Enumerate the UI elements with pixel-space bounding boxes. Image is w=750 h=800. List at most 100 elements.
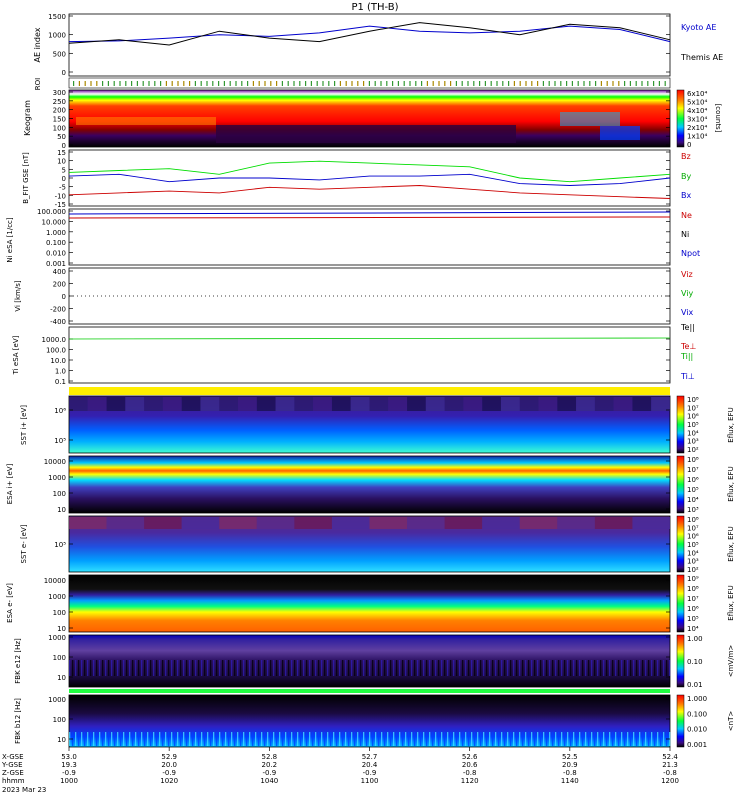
fbk-e-stripe <box>552 660 554 676</box>
fbk-b-stripe <box>663 732 665 746</box>
roi-mark <box>415 81 417 86</box>
roi-mark <box>154 81 156 86</box>
density-tick-label: 0.010 <box>46 250 66 258</box>
roi-mark <box>531 81 533 86</box>
fbk-b-stripe <box>348 732 350 746</box>
esa-ion-tick-label: 10 <box>57 506 66 514</box>
fbk-b-stripe <box>300 732 302 746</box>
fbk-e-stripe <box>87 660 89 676</box>
roi-mark <box>450 81 452 86</box>
fbk-b-stripe <box>168 732 170 746</box>
fbk-b-stripe <box>285 732 287 746</box>
fbk-b-stripe <box>612 732 614 746</box>
fbk-b-stripe <box>546 732 548 746</box>
fbk-b-stripe <box>333 732 335 746</box>
roi-mark <box>484 81 486 86</box>
temperature-tick-label: 0.1 <box>55 378 66 386</box>
fbk-e-stripe <box>303 660 305 676</box>
fbk-e-stripe <box>567 660 569 676</box>
sst-electron-block <box>69 517 107 529</box>
bfield-tick-label: -15 <box>55 201 66 209</box>
fbk-b-stripe <box>618 732 620 746</box>
fbk-e-stripe <box>78 660 80 676</box>
fbk-e-stripe <box>507 660 509 676</box>
x-col-x: 52.5 <box>562 753 578 761</box>
fbk-e-stripe <box>663 660 665 676</box>
fbk-e-stripe <box>69 660 71 676</box>
fbk-e-stripe <box>528 660 530 676</box>
fbk-e-cbar-tick: 0.01 <box>687 681 703 689</box>
yellow-strip <box>69 387 670 395</box>
fbk-b-stripe <box>156 732 158 746</box>
fbk-b-stripe <box>144 732 146 746</box>
fbk-b-stripe <box>474 732 476 746</box>
fbk-e-stripe <box>81 660 83 676</box>
fbk-b-stripe <box>327 732 329 746</box>
fbk-e-stripe <box>159 660 161 676</box>
fbk-e-stripe <box>426 660 428 676</box>
roi-mark <box>229 81 231 86</box>
roi-mark <box>206 81 208 86</box>
fbk-b-stripe <box>492 732 494 746</box>
fbk-b-stripe <box>336 732 338 746</box>
fbk-b-stripes <box>69 732 671 746</box>
sst-ion-yticks: 10⁶ 10⁵ <box>54 407 670 445</box>
ae-ylabel: AE index <box>33 27 42 62</box>
fbk-b-stripe <box>651 732 653 746</box>
fbk-e-stripe <box>492 660 494 676</box>
legend-ti-perp: Ti⊥ <box>680 372 695 381</box>
fbk-e-stripe <box>657 660 659 676</box>
fbk-b-stripe <box>654 732 656 746</box>
fbk-b-stripe <box>303 732 305 746</box>
fbk-b-stripe <box>366 732 368 746</box>
sst-electron-ylabel: SST e- [eV] <box>20 524 28 563</box>
fbk-e-stripe <box>645 660 647 676</box>
fbk-e-stripe <box>384 660 386 676</box>
sst-ion-block <box>576 397 595 411</box>
fbk-b-stripe <box>600 732 602 746</box>
fbk-e-stripe <box>498 660 500 676</box>
fbk-e-stripe <box>261 660 263 676</box>
fbk-b-stripe <box>510 732 512 746</box>
fbk-b-stripe <box>387 732 389 746</box>
legend-bx: Bx <box>681 191 691 200</box>
roi-mark <box>635 81 637 86</box>
fbk-e-tick-label: 100 <box>53 654 66 662</box>
roi-mark <box>612 81 614 86</box>
esa-ion-tick-label: 100 <box>53 490 66 498</box>
fbk-b-stripe <box>639 732 641 746</box>
fbk-b-stripe <box>132 732 134 746</box>
fbk-e-stripe <box>417 660 419 676</box>
fbk-e-stripe <box>126 660 128 676</box>
fbk-b-stripe <box>96 732 98 746</box>
fbk-b-stripe <box>141 732 143 746</box>
fbk-e-stripe <box>639 660 641 676</box>
fbk-e-stripe <box>84 660 86 676</box>
fbk-b-stripe <box>543 732 545 746</box>
sst-ion-block <box>219 397 239 411</box>
fbk-b-stripe <box>123 732 125 746</box>
legend-kyoto-ae: Kyoto AE <box>681 23 716 32</box>
roi-mark <box>641 81 643 86</box>
fbk-e-stripe <box>576 660 578 676</box>
roi-mark <box>310 81 312 86</box>
density-yticks: 100.000 10.000 1.000 0.100 0.010 0.001 <box>37 208 670 268</box>
fbk-b-stripe <box>186 732 188 746</box>
roi-mark <box>426 81 428 86</box>
sst-electron-cbar-tick: 10⁸ <box>687 516 699 524</box>
fbk-e-stripe <box>306 660 308 676</box>
fbk-e-stripe <box>594 660 596 676</box>
fbk-e-stripe <box>393 660 395 676</box>
fbk-b-stripe <box>138 732 140 746</box>
roi-mark <box>600 81 602 86</box>
sst-electron-block <box>219 517 257 529</box>
fbk-b-stripe <box>360 732 362 746</box>
fbk-e-stripe <box>558 660 560 676</box>
sst-ion-block <box>294 397 314 411</box>
fbk-e-stripe <box>633 660 635 676</box>
sst-ion-block <box>238 397 257 411</box>
fbk-b-stripe <box>378 732 380 746</box>
fbk-b-stripe <box>450 732 452 746</box>
fbk-b-stripe <box>294 732 296 746</box>
fbk-b-stripe <box>489 732 491 746</box>
